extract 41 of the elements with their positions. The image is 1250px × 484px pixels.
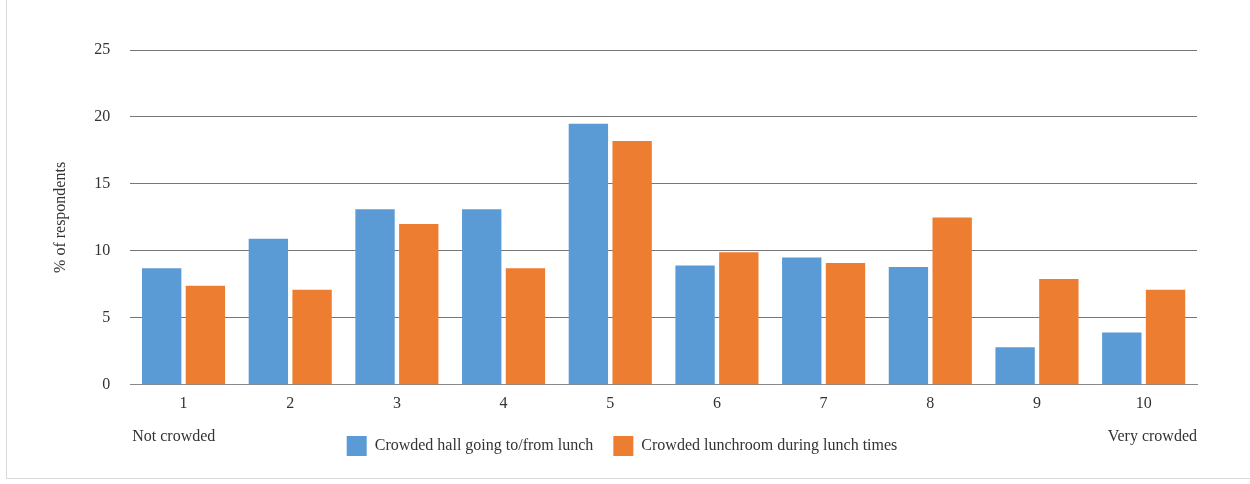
- bar: [568, 123, 609, 385]
- x-tick-label: 9: [1032, 393, 1041, 411]
- x-tick-label: 4: [499, 393, 508, 411]
- bar: [292, 289, 332, 385]
- y-tick-label: 25: [94, 40, 111, 58]
- x-tick-label: 1: [179, 393, 188, 411]
- y-tick-label: 20: [94, 107, 111, 125]
- x-tick-label: 5: [606, 393, 615, 411]
- legend-label: Crowded hall going to/from lunch: [374, 436, 594, 455]
- bar: [888, 266, 929, 385]
- y-tick-label: 15: [94, 174, 111, 192]
- x-tick-label: 7: [819, 393, 828, 411]
- legend-label: Crowded lunchroom during lunch times: [641, 436, 898, 455]
- bar: [825, 262, 866, 385]
- bar: [932, 217, 972, 385]
- bar: [141, 268, 182, 385]
- bar: [462, 209, 502, 385]
- bar: [719, 252, 759, 385]
- text: Very crowded: [1107, 427, 1197, 446]
- y-tick-label: 0: [102, 375, 111, 392]
- bar: [248, 238, 289, 385]
- x-tick-label: 8: [926, 393, 935, 411]
- bar: [1102, 332, 1142, 385]
- y-axis-title: % of respondents: [50, 161, 69, 273]
- bar: [675, 265, 715, 385]
- bar: [355, 209, 395, 385]
- bar: [995, 347, 1035, 385]
- y-tick-label: 10: [94, 241, 111, 259]
- x-tick-label: 6: [712, 393, 721, 411]
- bar: [612, 141, 652, 385]
- x-tick-label: 10: [1135, 393, 1152, 411]
- bar: [399, 224, 439, 385]
- bar: [185, 285, 226, 385]
- x-tick-label: 3: [392, 393, 401, 411]
- bar: [1145, 289, 1186, 385]
- bar: [1039, 279, 1079, 385]
- text: Not crowded: [132, 427, 216, 445]
- bar: [505, 268, 546, 385]
- bar: [782, 257, 822, 385]
- y-tick-label: 5: [102, 308, 111, 326]
- x-tick-label: 2: [286, 393, 295, 411]
